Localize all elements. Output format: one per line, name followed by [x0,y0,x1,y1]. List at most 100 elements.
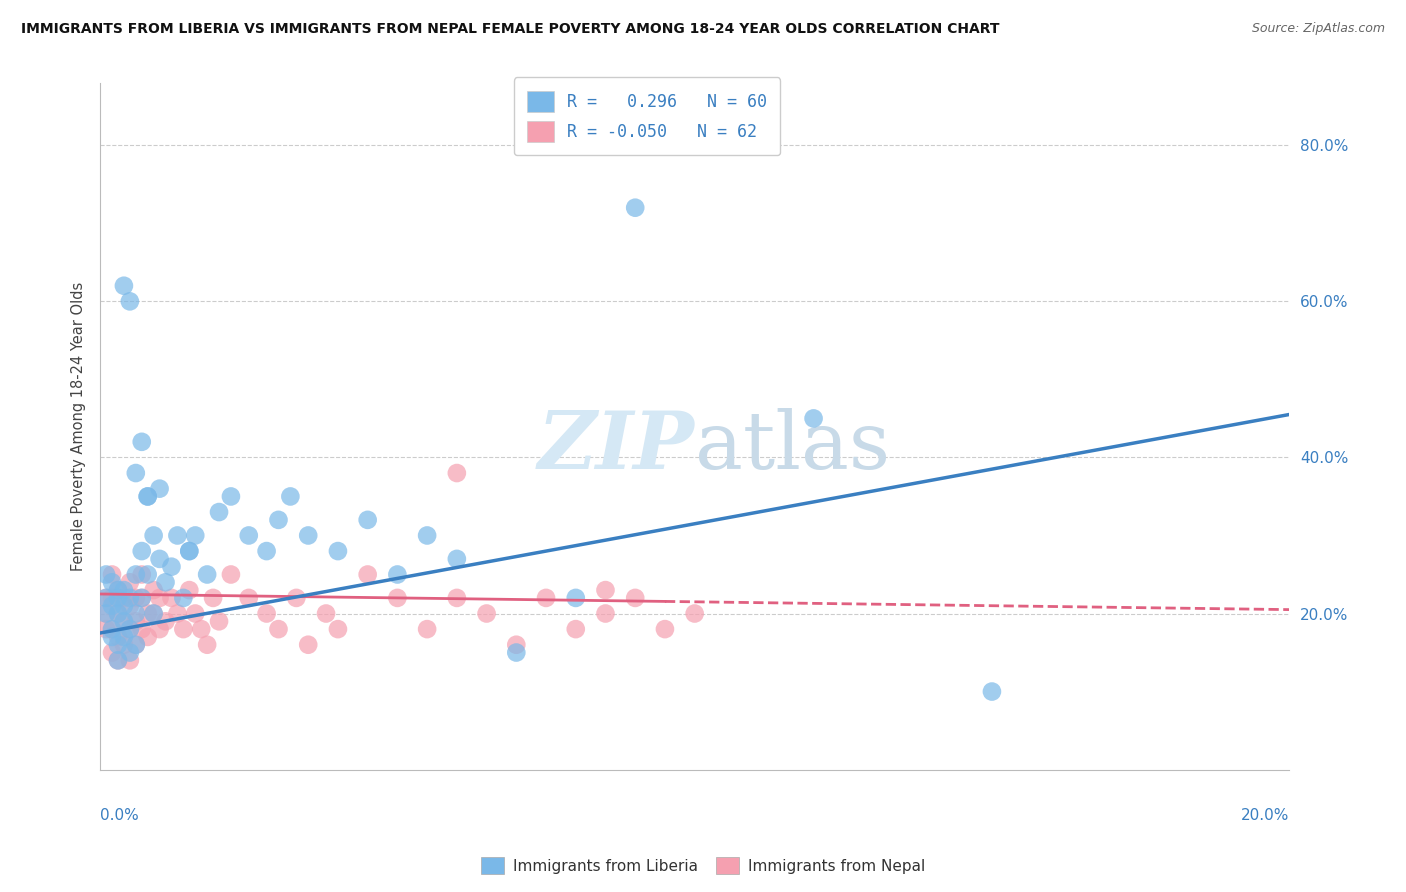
Point [155,615,177,629]
Point [94,607,117,621]
Point [136,567,159,582]
Point [179,544,201,558]
Legend: Immigrants from Liberia, Immigrants from Nepal: Immigrants from Liberia, Immigrants from… [474,851,932,880]
Point [125,638,148,652]
Point [155,575,177,590]
Point [149,552,172,566]
Point [280,490,302,504]
Point [94,591,117,605]
Point [219,490,242,504]
Point [118,653,141,667]
Point [131,544,153,558]
Text: Source: ZipAtlas.com: Source: ZipAtlas.com [1251,22,1385,36]
Point [416,622,439,636]
Point [683,607,706,621]
Point [125,607,148,621]
Point [149,482,172,496]
Point [505,638,527,652]
Point [112,638,135,652]
Point [94,591,117,605]
Point [475,607,498,621]
Point [565,622,588,636]
Point [624,201,647,215]
Point [101,599,124,613]
Point [149,622,172,636]
Point [118,575,141,590]
Point [101,591,124,605]
Point [118,599,141,613]
Point [166,607,188,621]
Point [107,591,129,605]
Point [136,490,159,504]
Point [256,607,278,621]
Point [315,607,337,621]
Point [125,638,148,652]
Point [101,646,124,660]
Point [184,607,207,621]
Point [285,591,308,605]
Point [118,294,141,309]
Point [208,505,231,519]
Point [125,591,148,605]
Point [136,490,159,504]
Point [190,622,212,636]
Point [179,544,201,558]
Point [107,630,129,644]
Point [565,591,588,605]
Point [195,567,218,582]
Point [184,528,207,542]
Point [101,622,124,636]
Point [149,591,172,605]
Text: IMMIGRANTS FROM LIBERIA VS IMMIGRANTS FROM NEPAL FEMALE POVERTY AMONG 18-24 YEAR: IMMIGRANTS FROM LIBERIA VS IMMIGRANTS FR… [21,22,1000,37]
Point [101,567,124,582]
Point [238,591,260,605]
Point [267,622,290,636]
Point [297,528,319,542]
Point [118,622,141,636]
Point [94,567,117,582]
Point [107,607,129,621]
Point [981,684,1004,698]
Point [357,513,380,527]
Point [142,607,165,621]
Point [202,591,225,605]
Point [446,591,468,605]
Point [416,528,439,542]
Point [505,646,527,660]
Point [94,607,117,621]
Point [131,622,153,636]
Point [387,567,409,582]
Point [125,615,148,629]
Point [107,583,129,598]
Point [595,583,617,598]
Point [297,638,319,652]
Point [94,622,117,636]
Text: 20.0%: 20.0% [1241,808,1289,823]
Point [326,622,349,636]
Point [624,591,647,605]
Point [112,615,135,629]
Point [101,622,124,636]
Point [803,411,825,425]
Point [208,615,231,629]
Point [112,583,135,598]
Point [387,591,409,605]
Point [125,567,148,582]
Point [326,544,349,558]
Point [136,607,159,621]
Point [131,591,153,605]
Point [142,583,165,598]
Point [118,622,141,636]
Point [595,607,617,621]
Point [131,591,153,605]
Point [179,583,201,598]
Point [107,638,129,652]
Point [219,567,242,582]
Point [125,466,148,480]
Point [256,544,278,558]
Point [107,653,129,667]
Point [101,575,124,590]
Point [160,591,183,605]
Point [654,622,676,636]
Point [118,646,141,660]
